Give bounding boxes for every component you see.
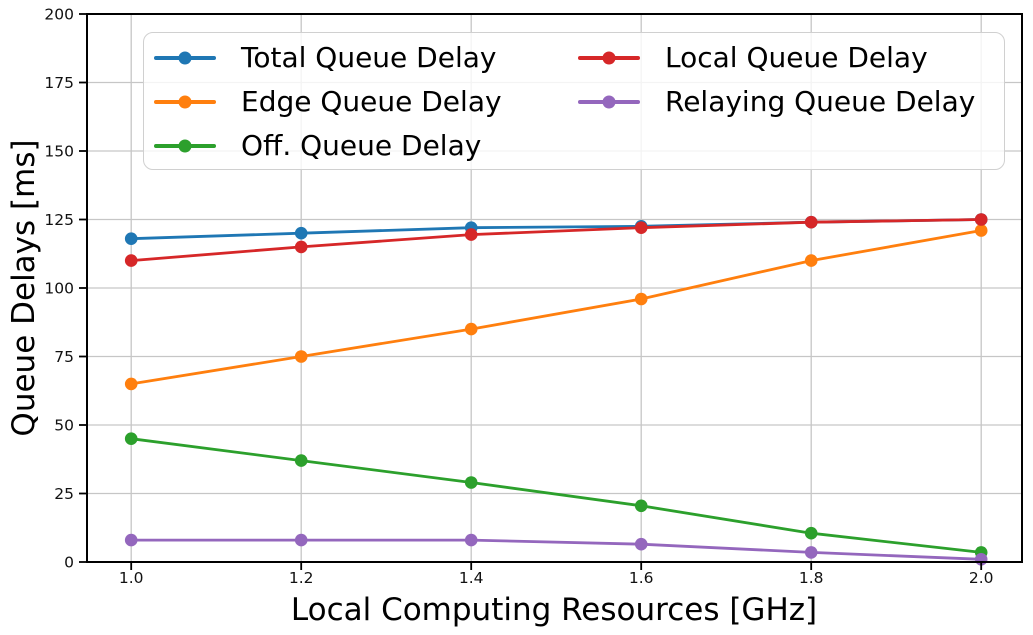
legend-item-label: Edge Queue Delay xyxy=(241,85,502,118)
x-tick-label: 1.6 xyxy=(629,569,654,587)
series-line-relaying-queue-delay xyxy=(131,538,982,561)
series-marker-total-queue-delay xyxy=(294,226,308,240)
y-tick-label: 75 xyxy=(54,348,74,366)
legend-marker-icon xyxy=(178,51,192,65)
y-tick-label: 150 xyxy=(44,143,74,161)
legend-item-relaying-queue-delay: Relaying Queue Delay xyxy=(578,80,998,124)
legend-line-sample xyxy=(154,139,216,153)
x-axis-label: Local Computing Resources [GHz] xyxy=(290,592,818,628)
y-tick-label: 25 xyxy=(54,485,74,503)
y-tick-label: 125 xyxy=(44,211,74,229)
y-tick-label: 50 xyxy=(54,417,74,435)
y-tick-label: 100 xyxy=(44,280,74,298)
x-tick-label: 1.4 xyxy=(459,569,484,587)
series-marker-relaying-queue-delay xyxy=(634,537,648,551)
series-marker-local-queue-delay xyxy=(804,215,818,229)
legend-line-sample xyxy=(578,51,640,65)
legend-line-sample xyxy=(578,95,640,109)
legend: Total Queue Delay Edge Queue Delay Off. Qu… xyxy=(143,32,1005,170)
series-marker-local-queue-delay xyxy=(634,221,648,234)
legend-marker-icon xyxy=(178,139,192,153)
series-marker-off-queue-delay xyxy=(124,432,138,446)
series-line-off-queue-delay xyxy=(131,437,982,554)
x-tick-label: 1.8 xyxy=(799,569,824,587)
legend-line-sample xyxy=(154,51,216,65)
legend-item-edge-queue-delay: Edge Queue Delay xyxy=(154,80,578,124)
series-marker-edge-queue-delay xyxy=(634,292,648,306)
legend-marker-icon xyxy=(178,95,192,109)
legend-item-label: Off. Queue Delay xyxy=(241,129,482,162)
legend-marker-icon xyxy=(602,51,616,65)
x-tick-label: 2.0 xyxy=(969,569,994,587)
series-marker-local-queue-delay xyxy=(464,228,478,241)
series-marker-relaying-queue-delay xyxy=(464,533,478,547)
series-marker-relaying-queue-delay xyxy=(124,533,138,547)
legend-item-total-queue-delay: Total Queue Delay xyxy=(154,36,578,80)
series-marker-off-queue-delay xyxy=(804,526,818,540)
series-marker-off-queue-delay xyxy=(464,476,478,489)
x-tick-label: 1.0 xyxy=(119,569,144,587)
legend-item-label: Relaying Queue Delay xyxy=(665,85,976,118)
legend-item-label: Local Queue Delay xyxy=(665,41,928,74)
series-marker-edge-queue-delay xyxy=(804,254,818,267)
y-tick-label: 0 xyxy=(64,554,74,572)
series-marker-local-queue-delay xyxy=(974,213,988,226)
series-marker-edge-queue-delay xyxy=(974,224,988,237)
legend-marker-icon xyxy=(602,95,616,109)
series-marker-local-queue-delay xyxy=(124,254,138,267)
x-tick-label: 1.2 xyxy=(289,569,314,587)
series-marker-off-queue-delay xyxy=(634,499,648,513)
y-tick-label: 200 xyxy=(44,6,74,24)
series-marker-local-queue-delay xyxy=(294,240,308,254)
series-marker-off-queue-delay xyxy=(294,454,308,467)
legend-item-local-queue-delay: Local Queue Delay xyxy=(578,36,998,80)
series-line-local-queue-delay xyxy=(131,218,982,262)
y-tick-label: 175 xyxy=(44,74,74,92)
series-marker-edge-queue-delay xyxy=(124,377,138,391)
series-marker-edge-queue-delay xyxy=(294,350,308,363)
legend-item-label: Total Queue Delay xyxy=(241,41,497,74)
legend-line-sample xyxy=(154,95,216,109)
series-marker-relaying-queue-delay xyxy=(294,533,308,547)
series-line-edge-queue-delay xyxy=(130,229,982,386)
series-marker-edge-queue-delay xyxy=(464,322,478,336)
series-marker-total-queue-delay xyxy=(124,232,138,245)
y-axis-label: Queue Delays [ms] xyxy=(6,139,42,437)
series-marker-relaying-queue-delay xyxy=(804,546,818,559)
legend-item-off-queue-delay: Off. Queue Delay xyxy=(154,124,578,168)
